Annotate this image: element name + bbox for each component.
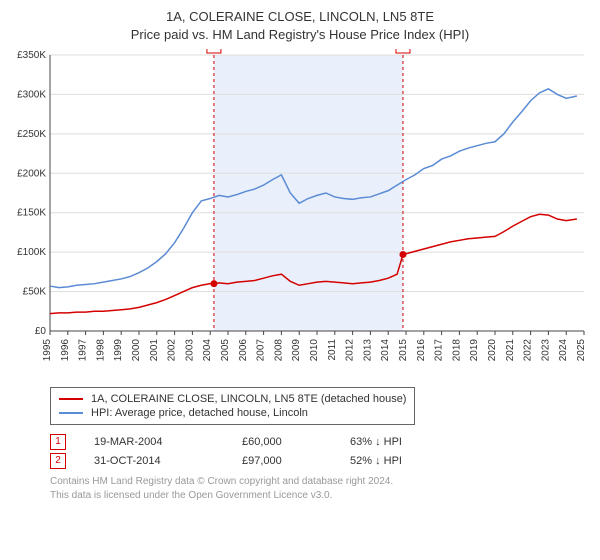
legend-swatch xyxy=(59,412,83,414)
svg-text:1997: 1997 xyxy=(78,339,89,362)
data-attribution: Contains HM Land Registry data © Crown c… xyxy=(50,475,590,502)
svg-text:2017: 2017 xyxy=(434,339,445,362)
sale-event-row: 2 31-OCT-2014 £97,000 52% ↓ HPI xyxy=(50,453,590,469)
chart-legend: 1A, COLERAINE CLOSE, LINCOLN, LN5 8TE (d… xyxy=(50,387,415,425)
svg-text:2020: 2020 xyxy=(487,339,498,362)
legend-label: 1A, COLERAINE CLOSE, LINCOLN, LN5 8TE (d… xyxy=(91,393,406,405)
svg-text:2002: 2002 xyxy=(167,339,178,362)
svg-text:2004: 2004 xyxy=(202,339,213,362)
svg-text:2012: 2012 xyxy=(345,339,356,362)
svg-text:2019: 2019 xyxy=(469,339,480,362)
svg-text:£200K: £200K xyxy=(17,168,46,179)
svg-text:£0: £0 xyxy=(35,326,47,337)
svg-text:2000: 2000 xyxy=(131,339,142,362)
svg-text:2023: 2023 xyxy=(540,339,551,362)
svg-text:2025: 2025 xyxy=(576,339,587,362)
svg-text:2016: 2016 xyxy=(416,339,427,362)
chart-title: 1A, COLERAINE CLOSE, LINCOLN, LN5 8TE Pr… xyxy=(10,8,590,43)
svg-text:2018: 2018 xyxy=(451,339,462,362)
legend-item: HPI: Average price, detached house, Linc… xyxy=(59,406,406,420)
svg-text:1998: 1998 xyxy=(95,339,106,362)
sale-badge: 2 xyxy=(50,453,66,469)
svg-text:£250K: £250K xyxy=(17,129,46,140)
sale-event-row: 1 19-MAR-2004 £60,000 63% ↓ HPI xyxy=(50,434,590,450)
footer-line-1: Contains HM Land Registry data © Crown c… xyxy=(50,475,590,489)
svg-text:1996: 1996 xyxy=(60,339,71,362)
legend-label: HPI: Average price, detached house, Linc… xyxy=(91,407,308,419)
sale-price: £60,000 xyxy=(242,436,322,448)
title-subtitle: Price paid vs. HM Land Registry's House … xyxy=(10,26,590,44)
svg-text:2014: 2014 xyxy=(380,339,391,362)
svg-text:2006: 2006 xyxy=(238,339,249,362)
svg-text:2011: 2011 xyxy=(327,339,338,361)
svg-text:£100K: £100K xyxy=(17,247,46,258)
svg-text:2007: 2007 xyxy=(256,339,267,362)
footer-line-2: This data is licensed under the Open Gov… xyxy=(50,489,590,503)
svg-text:£50K: £50K xyxy=(23,287,47,298)
svg-text:1: 1 xyxy=(211,49,217,52)
svg-text:2015: 2015 xyxy=(398,339,409,362)
price-chart: £0 £50K £100K £150K £200K £250K £300K £350K 1995… xyxy=(10,49,590,379)
svg-text:2021: 2021 xyxy=(505,339,516,362)
svg-text:2: 2 xyxy=(400,49,406,52)
sale-hpi-diff: 63% ↓ HPI xyxy=(350,436,450,448)
svg-text:2008: 2008 xyxy=(273,339,284,362)
svg-text:2022: 2022 xyxy=(523,339,534,362)
svg-text:1999: 1999 xyxy=(113,339,124,362)
sale-date: 19-MAR-2004 xyxy=(94,436,214,448)
sale-price: £97,000 xyxy=(242,455,322,467)
legend-item: 1A, COLERAINE CLOSE, LINCOLN, LN5 8TE (d… xyxy=(59,392,406,406)
svg-text:2024: 2024 xyxy=(558,339,569,362)
svg-text:2013: 2013 xyxy=(362,339,373,362)
svg-text:1995: 1995 xyxy=(42,339,53,362)
title-address: 1A, COLERAINE CLOSE, LINCOLN, LN5 8TE xyxy=(10,8,590,26)
sale-badge: 1 xyxy=(50,434,66,450)
svg-text:2005: 2005 xyxy=(220,339,231,362)
svg-text:2003: 2003 xyxy=(184,339,195,362)
sale-hpi-diff: 52% ↓ HPI xyxy=(350,455,450,467)
svg-text:£350K: £350K xyxy=(17,50,46,61)
svg-text:£300K: £300K xyxy=(17,90,46,101)
svg-text:2001: 2001 xyxy=(149,339,160,362)
svg-text:2010: 2010 xyxy=(309,339,320,362)
svg-text:£150K: £150K xyxy=(17,208,46,219)
sale-date: 31-OCT-2014 xyxy=(94,455,214,467)
svg-text:2009: 2009 xyxy=(291,339,302,362)
sale-events-table: 1 19-MAR-2004 £60,000 63% ↓ HPI 2 31-OCT-2014… xyxy=(50,434,590,469)
legend-swatch xyxy=(59,398,83,400)
